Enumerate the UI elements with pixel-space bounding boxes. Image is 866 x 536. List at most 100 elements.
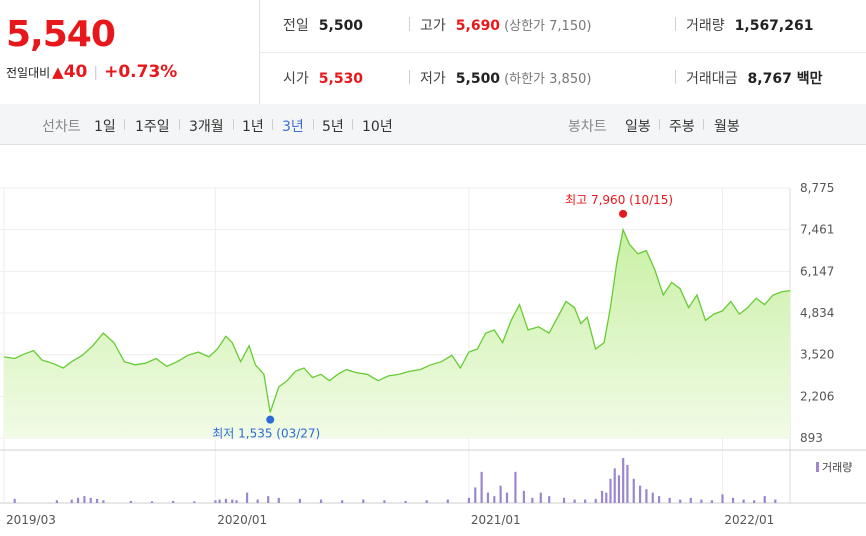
prev-close-value: 5,500 [318,18,364,34]
volume-bar [214,500,217,503]
divider [352,119,353,130]
price-panel: 5,540 전일대비 ▲40 | +0.73% [0,0,260,104]
low-label: 최저 1,535 (03/27) [212,427,320,441]
volume-bar [605,492,608,503]
volume-bar [668,497,671,503]
volume-bar [548,496,551,503]
divider [179,119,180,130]
volume-bar [613,468,616,503]
y-tick-label: 3,520 [800,348,834,362]
volume-value: 1,567,261 [734,18,814,34]
volume-bar [446,499,449,503]
volume-bar [493,496,496,503]
y-tick-label: 8,775 [800,181,834,195]
candle-monthly[interactable]: 월봉 [714,119,740,135]
change-value: 40 [63,62,88,82]
volume-bar [267,496,270,503]
volume-bar [102,500,105,503]
volume-bar [55,500,59,503]
volume-bar [562,497,566,503]
period-1w[interactable]: 1주일 [135,119,170,135]
volume-bar [425,500,428,503]
volume-bar [505,492,509,503]
volume-bar [172,500,175,503]
volume-bar [731,497,735,503]
period-10y[interactable]: 10년 [362,119,393,135]
y-tick-label: 4,834 [800,306,834,320]
y-tick-label: 7,461 [800,223,834,237]
volume-bar [486,492,490,503]
volume-bar [150,501,154,503]
line-chart-label: 선차트 [42,119,81,135]
x-tick-label: 2019/03 [6,513,56,527]
volume-bar [763,496,766,503]
volume-bar [721,494,724,503]
volume-bar [658,496,661,503]
volume-bar [341,500,344,503]
open-label: 시가 [283,71,309,87]
x-tick-label: 2022/01 [724,513,774,527]
divider [659,119,660,130]
volume-bar [474,487,477,503]
x-tick-label: 2020/01 [217,513,267,527]
volume-bar [383,500,386,503]
divider [124,119,125,130]
change-divider: | [93,65,99,81]
amount-value: 8,767 백만 [747,71,823,87]
volume-bar [539,492,542,503]
low-price: 저가 5,500 (하한가 3,850) [420,68,591,88]
period-1y[interactable]: 1년 [242,119,264,135]
change-percent: +0.73% [104,62,178,82]
volume-bar [584,499,587,503]
volume-bar [298,498,302,503]
divider [675,70,676,84]
open-value: 5,530 [318,71,364,87]
period-1d[interactable]: 1일 [94,119,116,135]
prev-close-label: 전일 [283,18,309,34]
period-5y[interactable]: 5년 [322,119,344,135]
period-3y[interactable]: 3년 [282,119,304,135]
volume-bar [76,497,80,503]
volume-bar [638,485,642,503]
candle-weekly[interactable]: 주봉 [669,119,695,135]
volume-bar [710,500,714,503]
low-label: 저가 [420,71,446,87]
volume-bar [404,500,407,503]
chart-toolbar: 선차트 1일 1주일 3개월 1년 3년 5년 10년 봉차트 일봉 주봉 월봉 [0,104,866,145]
volume-bar [499,485,502,503]
amount-label: 거래대금 [686,71,738,87]
low-marker [266,415,275,424]
volume-bar [573,499,576,503]
change-label: 전일대비 [6,66,51,80]
volume-legend-label: 거래량 [822,461,852,474]
volume-bar [362,499,365,503]
divider [233,119,234,130]
period-3m[interactable]: 3개월 [189,119,224,135]
price-line [3,227,791,413]
y-tick-label: 2,206 [800,389,834,403]
high-label: 최고 7,960 (10/15) [565,193,673,207]
volume-bar [129,500,132,503]
divider [313,119,314,130]
volume-bar [70,499,73,503]
x-tick-label: 2021/01 [471,513,521,527]
volume-bar [95,498,99,503]
low-value: 5,500 [455,71,501,87]
volume-bar [609,478,612,503]
volume-bar [83,496,86,503]
volume-bar [193,501,196,503]
candle-daily[interactable]: 일봉 [625,119,651,135]
up-arrow-icon: ▲ [52,63,64,81]
volume-bar [689,497,692,503]
trade-amount: 거래대금 8,767 백만 [686,68,822,88]
volume-bar [319,499,323,503]
volume-bar [231,499,234,503]
volume-bar [480,471,483,503]
volume-bar [13,498,16,503]
volume-info: 거래량 1,567,261 [686,15,813,35]
volume-bar [89,497,92,503]
volume-bar [742,499,745,503]
high-price: 고가 5,690 (상한가 7,150) [420,15,591,35]
price-area [4,229,790,438]
high-value: 5,690 [455,18,501,34]
